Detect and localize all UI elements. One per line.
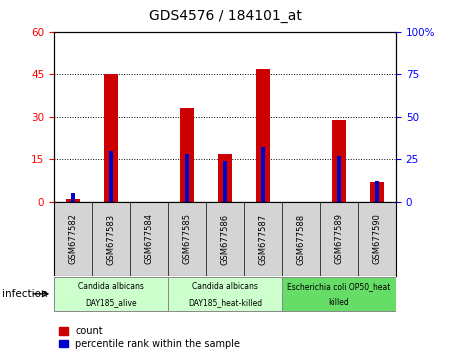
- Bar: [184, 154, 189, 202]
- Text: GDS4576 / 184101_at: GDS4576 / 184101_at: [148, 9, 302, 23]
- Bar: [66, 199, 80, 202]
- Bar: [168, 277, 282, 311]
- Legend: count, percentile rank within the sample: count, percentile rank within the sample: [59, 326, 240, 349]
- Bar: [218, 154, 232, 202]
- Text: Candida albicans: Candida albicans: [192, 282, 258, 291]
- Text: GSM677590: GSM677590: [373, 213, 382, 264]
- Text: GSM677585: GSM677585: [183, 213, 192, 264]
- Bar: [71, 193, 75, 202]
- Text: DAY185_heat-killed: DAY185_heat-killed: [188, 298, 262, 307]
- Text: GSM677587: GSM677587: [258, 213, 267, 264]
- Bar: [333, 120, 346, 202]
- Text: GSM677584: GSM677584: [144, 213, 153, 264]
- Bar: [282, 277, 396, 311]
- Text: infection: infection: [2, 289, 48, 299]
- Text: GSM677589: GSM677589: [334, 213, 343, 264]
- Text: Escherichia coli OP50_heat: Escherichia coli OP50_heat: [287, 282, 391, 291]
- Bar: [109, 151, 113, 202]
- Text: killed: killed: [328, 298, 349, 307]
- Text: GSM677586: GSM677586: [220, 213, 230, 264]
- Bar: [223, 161, 227, 202]
- Bar: [256, 69, 270, 202]
- Bar: [337, 156, 341, 202]
- Bar: [370, 182, 384, 202]
- Text: GSM677588: GSM677588: [297, 213, 306, 264]
- Text: GSM677582: GSM677582: [68, 213, 77, 264]
- Bar: [261, 147, 265, 202]
- Bar: [104, 74, 117, 202]
- Bar: [54, 277, 168, 311]
- Text: GSM677583: GSM677583: [107, 213, 116, 264]
- Bar: [375, 181, 379, 202]
- Text: Candida albicans: Candida albicans: [78, 282, 144, 291]
- Bar: [180, 108, 194, 202]
- Text: DAY185_alive: DAY185_alive: [85, 298, 137, 307]
